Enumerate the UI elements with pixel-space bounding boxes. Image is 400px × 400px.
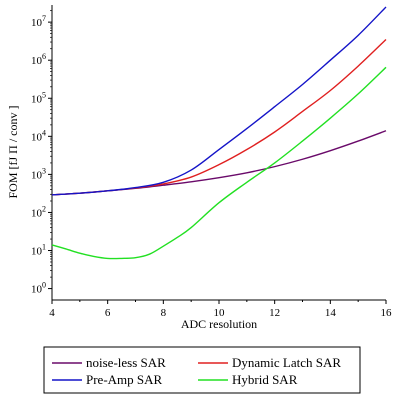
- y-tick-label: 102: [31, 204, 46, 219]
- x-ticks: 4 6 8 10 12 14 16: [49, 300, 392, 319]
- x-tick-label: 10: [214, 307, 226, 319]
- series-line-dynamic-latch-sar: [51, 38, 387, 196]
- series-line-pre-amp-sar: [51, 6, 387, 196]
- y-tick-label: 106: [31, 52, 46, 67]
- y-tick-label: 107: [31, 14, 46, 29]
- x-tick-label: 6: [105, 307, 111, 319]
- x-tick-label: 4: [49, 307, 55, 319]
- legend: noise-less SAR Dynamic Latch SAR Pre-Amp S…: [43, 346, 361, 394]
- y-tick-label: 100: [31, 281, 46, 296]
- y-tick-label: 105: [31, 90, 46, 105]
- legend-label-pre-amp-sar: Pre-Amp SAR: [86, 372, 163, 387]
- series-line-hybrid-sar: [51, 66, 387, 260]
- y-tick-label: 104: [31, 128, 46, 143]
- legend-items: noise-less SAR Dynamic Latch SAR Pre-Amp S…: [52, 355, 341, 387]
- series-line-noise-less-sar: [51, 130, 387, 196]
- plot-frame: [51, 5, 386, 301]
- y-ticks: 100 101 102 103 104 105 106 107: [31, 10, 52, 296]
- legend-label-noise-less-sar: noise-less SAR: [86, 355, 166, 370]
- x-tick-label: 12: [269, 307, 280, 319]
- x-tick-label: 14: [325, 307, 337, 319]
- legend-label-hybrid-sar: Hybrid SAR: [232, 372, 298, 387]
- x-axis-label: ADC resolution: [181, 317, 257, 331]
- y-tick-label: 103: [31, 166, 46, 181]
- x-tick-label: 16: [381, 307, 393, 319]
- legend-box: [43, 346, 361, 394]
- x-tick-label: 8: [161, 307, 167, 319]
- y-axis-label: FOM [fJ Π / conv ]: [6, 106, 20, 199]
- legend-label-dynamic-latch-sar: Dynamic Latch SAR: [232, 355, 341, 370]
- series-lines: [51, 6, 387, 260]
- y-tick-label: 101: [31, 243, 46, 258]
